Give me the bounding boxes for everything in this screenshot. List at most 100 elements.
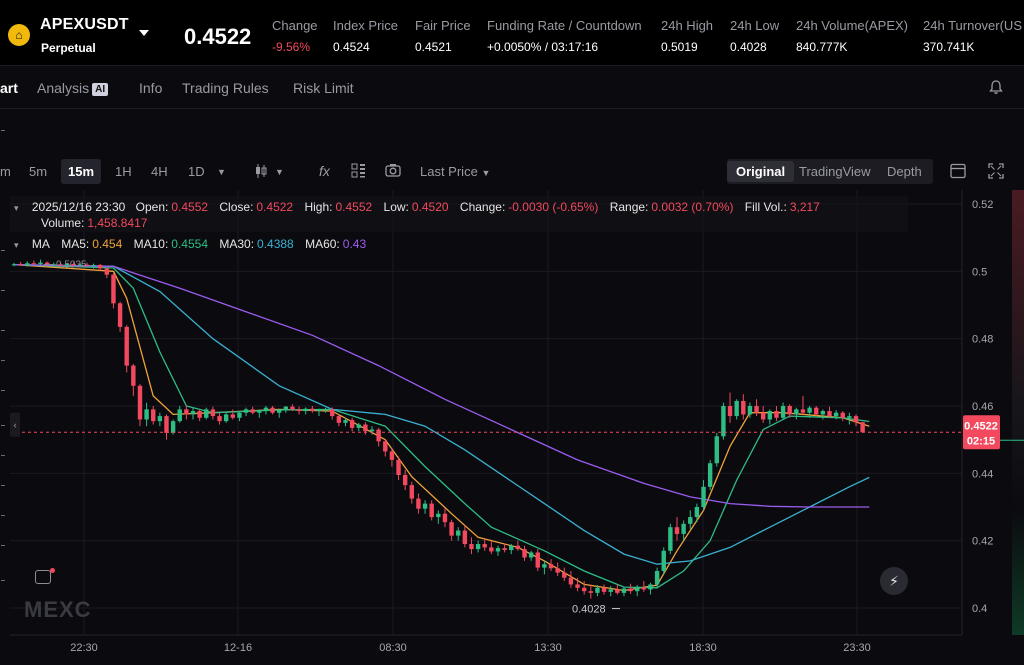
camera-icon[interactable] xyxy=(385,163,401,180)
candle-body xyxy=(615,589,620,593)
ohlc-legend-background xyxy=(10,196,908,232)
candle-body xyxy=(814,407,819,415)
timeframe-1m[interactable]: m xyxy=(0,164,11,179)
candle-body xyxy=(44,262,50,265)
ma5-value: 0.454 xyxy=(92,237,123,251)
candle-body xyxy=(794,409,799,415)
ma-legend-collapse-icon[interactable]: ▾ xyxy=(14,240,19,250)
legend-low-value: 0.4520 xyxy=(411,200,449,214)
tab-analysis[interactable]: Analysis AI xyxy=(37,80,109,96)
candle-body xyxy=(277,410,282,413)
symbol-name[interactable]: APEXUSDT xyxy=(40,16,129,33)
candle-body xyxy=(296,409,302,412)
quick-trade-lightning-icon[interactable]: ⚡ xyxy=(880,567,908,595)
bell-icon[interactable] xyxy=(988,79,1004,95)
timeframe-15m[interactable]: 15m xyxy=(61,159,102,184)
candle-body xyxy=(177,409,182,422)
view-original[interactable]: Original xyxy=(727,161,795,182)
apex-coin-icon: ⌂ xyxy=(8,24,30,46)
fullscreen-icon[interactable] xyxy=(988,163,1004,182)
candle-body xyxy=(694,507,700,518)
candle-body xyxy=(283,406,289,411)
drawing-tools-strip[interactable] xyxy=(0,110,8,630)
candle-body xyxy=(137,385,143,420)
candle-body xyxy=(356,424,361,428)
price-type-select[interactable]: Last Price ▼ xyxy=(420,164,490,179)
candle-body xyxy=(668,527,673,551)
symbol-dropdown-icon[interactable] xyxy=(139,30,149,36)
legend-open-value: 0.4552 xyxy=(171,200,209,214)
notification-dot xyxy=(50,568,55,573)
stat-value: 0.5019 xyxy=(661,40,698,54)
timeframe-4h[interactable]: 4H xyxy=(151,164,168,179)
candle-body xyxy=(588,591,594,593)
stat-change: Change -9.56% xyxy=(272,18,318,54)
stat-24h-turnover: 24h Turnover(US 370.741K xyxy=(923,18,1022,54)
legend-collapse-icon[interactable]: ▾ xyxy=(14,203,19,213)
ma10-line xyxy=(13,263,870,589)
candle-body xyxy=(469,544,474,550)
view-depth[interactable]: Depth xyxy=(887,164,922,179)
stat-label: Change xyxy=(272,18,318,33)
candle-body xyxy=(389,451,395,460)
chart-tabs: art Analysis AI Info Trading Rules Risk L… xyxy=(0,67,1024,109)
stat-value: 0.4521 xyxy=(415,40,452,54)
candle-body xyxy=(250,409,255,413)
indicators-fx-icon[interactable]: fx xyxy=(319,163,330,179)
candle-type-icon[interactable] xyxy=(254,163,268,182)
chat-icon[interactable] xyxy=(35,570,51,584)
timeframe-dropdown-icon[interactable]: ▼ xyxy=(217,167,226,177)
candle-body xyxy=(542,564,547,568)
legend-close-label: Close: xyxy=(219,200,254,214)
ma30-value: 0.4388 xyxy=(257,237,294,251)
stat-label: 24h Volume(APEX) xyxy=(796,18,909,33)
timeframe-1h[interactable]: 1H xyxy=(115,164,132,179)
legend-fillvol-value: 3,217 xyxy=(789,200,820,214)
price-tick-label: 0.52 xyxy=(972,199,993,211)
candle-body xyxy=(475,544,481,550)
candle-type-dropdown-icon[interactable]: ▼ xyxy=(275,167,284,177)
candle-body xyxy=(237,412,242,418)
candle-body xyxy=(608,589,613,592)
candle-body xyxy=(714,436,719,464)
candle-body xyxy=(860,422,865,433)
candle-body xyxy=(71,263,76,266)
legend-close-value: 0.4522 xyxy=(256,200,294,214)
candle-body xyxy=(502,548,507,551)
legend-range-label: Range: xyxy=(609,200,649,214)
high-price-marker: 0.5035 xyxy=(56,260,87,271)
candlestick-chart[interactable]: 0.52 0.5 0.48 0.46 0.44 0.42 0.4 22:30 12-16 08:… xyxy=(0,190,1024,665)
price-tick-label: 0.4 xyxy=(972,603,987,615)
candle-body xyxy=(223,414,229,422)
candle-body xyxy=(601,587,607,592)
tab-trading-rules[interactable]: Trading Rules xyxy=(182,80,269,96)
current-price-tag xyxy=(963,415,1000,450)
stat-funding-rate[interactable]: Funding Rate / Countdown +0.0050% / 03:1… xyxy=(487,18,642,54)
candle-body xyxy=(190,411,196,415)
time-tick-label: 23:30 xyxy=(843,642,871,654)
ma60-line xyxy=(13,263,870,508)
price-tick-label: 0.5 xyxy=(972,266,987,278)
panel-layout-icon[interactable] xyxy=(950,163,966,182)
candle-body xyxy=(767,411,773,420)
ma10-value: 0.4554 xyxy=(171,237,208,251)
layout-grid-icon[interactable] xyxy=(351,163,366,181)
legend-low-label: Low: xyxy=(383,200,409,214)
candle-body xyxy=(349,420,355,428)
timeframe-1d[interactable]: 1D xyxy=(188,164,205,179)
candle-body xyxy=(396,459,401,476)
candle-body xyxy=(91,264,96,266)
stat-value: 840.777K xyxy=(796,40,848,54)
view-tradingview[interactable]: TradingView xyxy=(799,164,871,179)
candle-body xyxy=(548,564,554,569)
candle-body xyxy=(522,549,527,558)
timeframe-5m[interactable]: 5m xyxy=(29,164,48,179)
candle-body xyxy=(409,485,414,499)
tab-info[interactable]: Info xyxy=(139,80,163,96)
candle-body xyxy=(11,264,17,266)
ticker-header: ⌂ APEXUSDT Perpetual 0.4522 Change -9.56… xyxy=(0,0,1024,66)
tab-risk-limit[interactable]: Risk Limit xyxy=(293,80,354,96)
stat-label: 24h Turnover(US xyxy=(923,18,1022,33)
tab-chart[interactable]: art xyxy=(0,80,18,96)
candle-body xyxy=(310,408,315,412)
